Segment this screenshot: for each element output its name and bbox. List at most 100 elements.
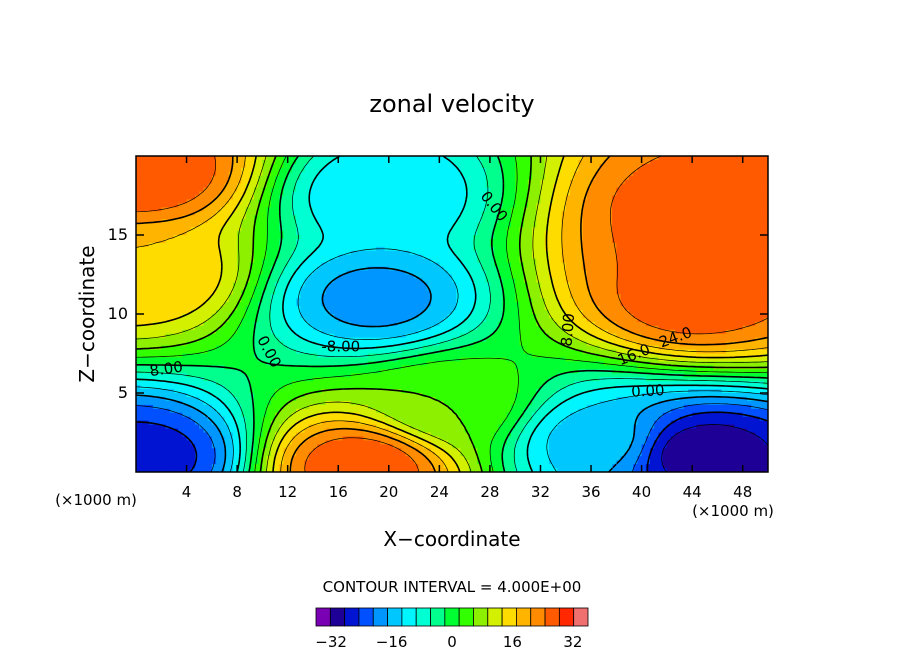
field-cell [148,227,154,232]
field-cell [612,278,617,283]
field-cell [329,167,335,173]
field-cell [308,274,314,280]
field-cell [262,242,268,248]
field-cell [725,246,731,252]
field-cell [544,175,550,181]
field-cell [136,227,141,232]
field-cell [473,282,478,287]
field-cell [553,242,558,248]
field-cell [275,286,280,291]
field-cell [136,191,141,197]
field-cell [763,266,768,272]
field-cell [380,258,386,264]
field-cell [704,262,710,268]
field-cell [350,156,356,161]
field-cell [359,231,365,236]
field-cell [371,266,377,272]
field-cell [430,282,436,287]
field-cell [190,262,196,268]
field-cell [485,159,491,165]
field-cell [713,159,719,165]
field-cell [641,207,647,212]
field-cell [359,278,365,283]
field-cell [468,156,474,161]
field-cell [675,156,681,161]
field-cell [675,250,681,256]
field-cell [725,227,731,232]
field-cell [700,207,706,212]
field-cell [338,179,344,185]
field-cell [169,219,175,224]
field-cell [338,191,344,197]
field-cell [346,254,352,260]
field-cell [633,211,638,216]
field-cell [595,171,601,177]
field-cell [645,231,651,236]
field-cell [291,286,297,291]
field-cell [148,246,154,252]
field-cell [405,235,411,240]
field-cell [650,266,655,272]
field-cell [696,211,702,216]
field-cell [624,211,630,216]
field-cell [371,254,377,260]
field-cell [165,199,171,204]
field-cell [574,282,579,287]
field-cell [270,238,276,244]
field-cell [477,274,483,280]
field-cell [721,235,727,240]
field-cell [275,227,280,232]
field-cell [607,235,613,240]
field-cell [161,179,167,185]
field-cell [616,156,622,161]
field-cell [510,266,516,272]
field-cell [506,183,512,189]
field-cell [178,167,183,173]
field-cell [190,159,196,165]
field-cell [460,266,466,272]
field-cell [481,211,487,216]
field-cell [237,231,242,236]
field-cell [296,242,301,248]
field-cell [700,199,706,204]
field-cell [207,215,213,220]
field-cell [207,175,213,181]
field-cell [182,278,188,283]
field-cell [717,258,723,264]
field-cell [308,171,314,177]
field-cell [696,242,702,248]
field-cell [249,274,255,280]
field-cell [713,187,719,193]
field-cell [730,167,735,173]
field-cell [658,215,664,220]
field-cell [321,231,327,236]
field-cell [169,171,175,177]
field-cell [414,262,419,268]
field-cell [317,191,322,197]
field-cell [485,179,491,185]
field-cell [312,187,318,193]
field-cell [692,191,697,197]
field-cell [393,231,398,236]
field-cell [435,266,440,272]
field-cell [477,238,483,244]
field-cell [152,183,158,189]
field-cell [675,231,681,236]
field-cell [418,163,424,169]
field-cell [456,227,462,232]
field-cell [591,207,596,212]
field-cell [136,199,141,204]
field-cell [523,262,529,268]
field-cell [237,219,242,224]
field-cell [527,199,533,204]
field-cell [532,159,537,165]
field-cell [557,254,563,260]
field-cell [561,282,567,287]
field-cell [207,266,213,272]
field-cell [312,219,318,224]
field-cell [401,203,407,208]
field-cell [599,254,605,260]
field-cell [671,156,676,161]
field-cell [300,238,306,244]
field-cell [190,246,196,252]
